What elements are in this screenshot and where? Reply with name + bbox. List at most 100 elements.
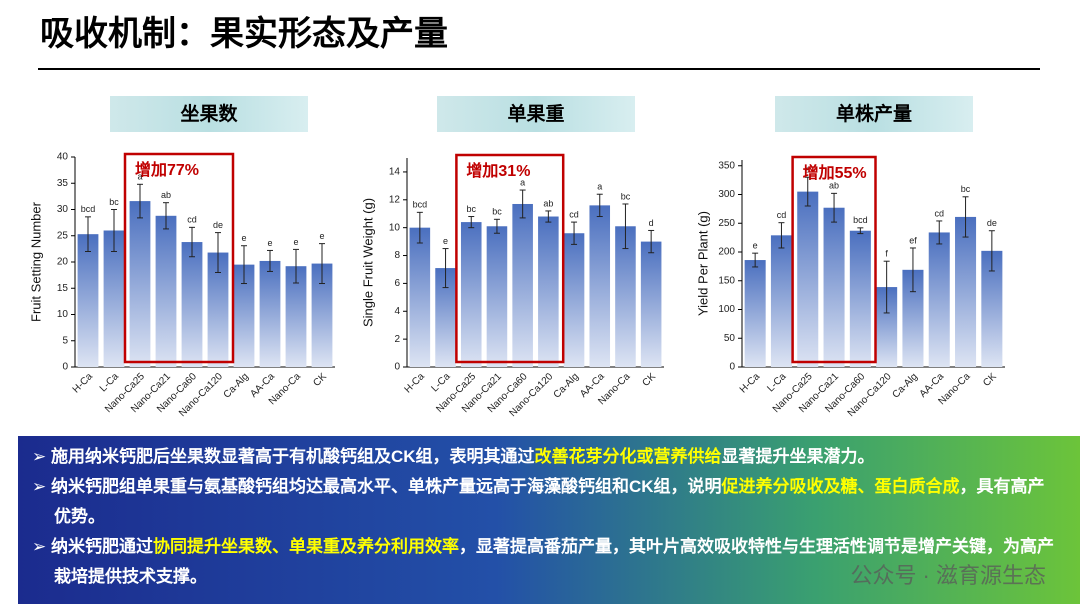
y-tick-label: 8 [394, 250, 400, 261]
significance-letter: ab [829, 181, 839, 191]
bullet-text: 施用纳米钙肥后坐果数显著高于有机酸钙组及CK组，表明其通过 [50, 447, 535, 466]
significance-letter: a [805, 165, 810, 175]
bar [103, 230, 125, 367]
bar [409, 227, 431, 367]
significance-letter: f [885, 249, 888, 259]
annotation: 增加31% [466, 161, 530, 180]
bar [259, 260, 281, 367]
y-tick-label: 350 [718, 160, 735, 171]
y-tick-label: 40 [57, 152, 69, 163]
y-tick-label: 20 [57, 257, 69, 268]
x-tick-label: CK [981, 371, 999, 389]
significance-letter: cd [187, 215, 197, 225]
chart-title: 坐果数 [180, 102, 238, 125]
y-tick-label: 200 [718, 247, 735, 258]
bar [823, 207, 845, 367]
chart-header-box [437, 96, 635, 132]
significance-letter: a [520, 177, 525, 187]
x-tick-label: H-Ca [71, 371, 96, 396]
significance-letter: ab [161, 190, 171, 200]
y-tick-label: 15 [57, 283, 69, 294]
y-axis-label: Fruit Setting Number [28, 201, 43, 322]
page-title: 吸收机制：果实形态及产量 [40, 15, 448, 53]
bar [981, 250, 1003, 367]
bar [876, 287, 898, 367]
bar [563, 233, 585, 367]
significance-letter: a [137, 172, 142, 182]
y-axis-label: Yield Per Plant (g) [695, 211, 710, 316]
significance-letter: bcd [413, 200, 428, 210]
significance-letter: e [319, 231, 324, 241]
y-tick-label: 10 [57, 309, 69, 320]
significance-letter: bcd [853, 215, 868, 225]
significance-letter: bc [466, 204, 476, 214]
significance-letter: ab [543, 198, 553, 208]
bar [207, 252, 229, 367]
bullet-text: 纳米钙肥通过 [50, 537, 153, 556]
significance-letter: de [987, 218, 997, 228]
significance-letter: bc [492, 207, 502, 217]
bullet-text: ，具有高产优势。 [54, 477, 1045, 526]
y-tick-label: 300 [718, 189, 735, 200]
x-tick-label: Ca-Alg [891, 371, 920, 400]
bullet-text: ，显著提高番茄产量，其叶片高效吸收特性与生理活性调节是增产关键，为高产栽培提供技… [54, 537, 1054, 586]
bar [849, 230, 871, 367]
annotation: 增加77% [135, 160, 199, 179]
y-tick-label: 0 [394, 362, 400, 373]
x-tick-label: H-Ca [738, 371, 763, 396]
chart-header-box [110, 96, 308, 132]
bullet: ➢ 施用纳米钙肥后坐果数显著高于有机酸钙组及CK组，表明其通过改善花芽分化或营养… [32, 447, 875, 466]
highlight-text: 协同提升坐果数、单果重及养分利用效率 [152, 537, 459, 556]
x-tick-label: CK [311, 371, 329, 389]
bar [640, 241, 662, 367]
bar [155, 215, 177, 367]
significance-letter: e [267, 238, 272, 248]
significance-letter: cd [934, 208, 944, 218]
chart-header-box [775, 96, 973, 132]
y-tick-label: 0 [62, 362, 68, 373]
y-tick-label: 12 [389, 194, 401, 205]
chart-title: 单果重 [507, 102, 564, 125]
y-tick-label: 2 [394, 334, 400, 345]
significance-letter: e [293, 237, 298, 247]
bar [486, 226, 508, 367]
x-tick-label: Ca-Alg [222, 371, 251, 400]
significance-letter: e [241, 233, 246, 243]
y-tick-label: 14 [389, 167, 401, 178]
bullet-text: 显著提升坐果潜力。 [721, 447, 875, 466]
bullet-text: 纳米钙肥组单果重与氨基酸钙组均达最高水平、单株产量远高于海藻酸钙组和CK组，说明 [50, 477, 722, 496]
bar [902, 269, 924, 367]
bar [435, 268, 456, 367]
bar [77, 234, 99, 367]
bullet: ➢ 纳米钙肥组单果重与氨基酸钙组均达最高水平、单株产量远高于海藻酸钙组和CK组，… [32, 477, 1045, 526]
y-tick-label: 0 [729, 362, 735, 373]
y-tick-label: 6 [394, 278, 400, 289]
significance-letter: cd [569, 209, 579, 219]
y-tick-label: 250 [718, 218, 735, 229]
y-tick-label: 35 [57, 178, 69, 189]
y-axis-label: Single Fruit Weight (g) [360, 198, 375, 327]
significance-letter: a [597, 182, 602, 192]
bar [955, 216, 977, 367]
highlight-text: 改善花芽分化或营养供给 [534, 447, 722, 466]
bar [928, 232, 950, 367]
bar [615, 226, 636, 367]
y-tick-label: 50 [724, 333, 736, 344]
significance-letter: e [443, 236, 448, 246]
significance-letter: d [649, 218, 654, 228]
highlight-box [455, 153, 565, 364]
bar [285, 266, 307, 367]
bar [129, 201, 151, 367]
bar [797, 191, 819, 367]
summary-box: ➢ 施用纳米钙肥后坐果数显著高于有机酸钙组及CK组，表明其通过改善花芽分化或营养… [18, 436, 1080, 604]
significance-letter: de [213, 220, 223, 230]
x-tick-label: L-Ca [765, 371, 788, 394]
y-tick-label: 30 [57, 204, 69, 215]
significance-letter: e [753, 241, 758, 251]
highlight-box [123, 152, 235, 364]
bar [460, 222, 482, 367]
significance-letter: bc [961, 184, 971, 194]
bar [744, 260, 766, 367]
